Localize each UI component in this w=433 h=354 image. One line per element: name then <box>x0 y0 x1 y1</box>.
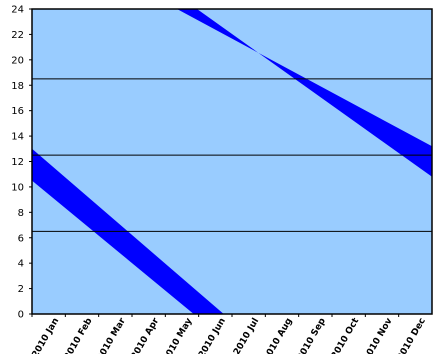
band-layer <box>32 9 432 314</box>
y-tick-label: 12 <box>11 157 24 168</box>
x-tick-label: 2010 Jul <box>232 317 261 354</box>
x-tick-label: 2010 Jun <box>197 317 228 354</box>
y-tick-label: 4 <box>18 259 24 270</box>
reference-line-layer <box>32 78 432 232</box>
x-axis: 2010 Jan 2010 Feb 2010 Mar 2010 Apr 2010 May… <box>31 314 428 354</box>
x-tick-label: 2010 Aug <box>262 317 295 354</box>
x-tick-label: 2010 Mar <box>95 316 128 354</box>
x-tick-label: 2010 May <box>162 316 195 354</box>
y-tick-label: 10 <box>11 182 24 193</box>
y-tick-label: 20 <box>11 55 24 66</box>
y-tick-label: 8 <box>18 208 24 219</box>
x-tick-label: 2010 Jan <box>31 317 62 354</box>
y-tick-label: 2 <box>18 284 24 295</box>
band-1 <box>32 148 224 314</box>
x-tick-label: 2010 Sep <box>296 316 329 354</box>
y-tick-label: 22 <box>11 30 24 41</box>
x-tick-label: 2010 Dec <box>396 317 428 354</box>
x-tick-label: 2010 Feb <box>63 316 95 354</box>
x-tick-label: 2010 Oct <box>330 316 362 354</box>
y-tick-label: 14 <box>11 132 24 143</box>
x-tick-label: 2010 Nov <box>362 316 395 354</box>
x-tick-label: 2010 Apr <box>130 316 162 354</box>
plot-background <box>32 9 432 314</box>
y-tick-label: 0 <box>18 310 24 321</box>
y-tick-label: 6 <box>18 233 24 244</box>
y-tick-label: 24 <box>11 5 24 16</box>
y-tick-label: 18 <box>11 81 24 92</box>
y-tick-label: 16 <box>11 106 24 117</box>
